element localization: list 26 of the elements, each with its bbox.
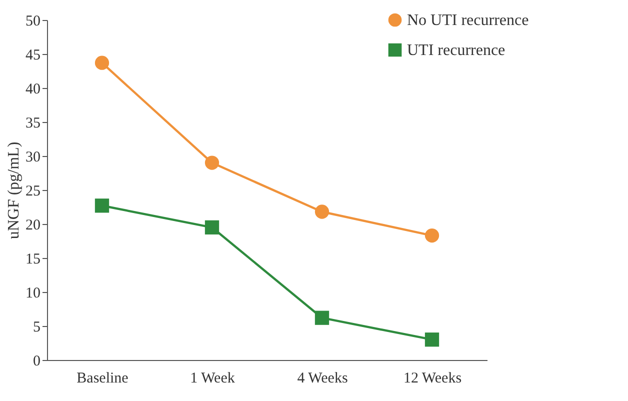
legend-label: UTI recurrence (407, 42, 506, 59)
point (424, 228, 440, 243)
point (424, 332, 440, 347)
y-tick-label: 25 (26, 184, 40, 200)
point (314, 310, 330, 325)
y-tick-label: 40 (26, 82, 40, 98)
y-tick-label: 0 (33, 354, 40, 370)
point (94, 198, 110, 213)
x-tick-label: 12 Weeks (403, 370, 462, 386)
y-axis-title: uNGF (pg/mL) (6, 142, 22, 240)
point (204, 220, 220, 234)
y-tick-label: 20 (26, 218, 40, 234)
y-tick-label: 35 (26, 116, 40, 132)
y-tick-label: 45 (26, 48, 40, 64)
x-tick-label: Baseline (76, 370, 129, 386)
y-tick-label: 15 (26, 252, 40, 268)
x-tick-label: 1 Week (190, 370, 236, 386)
point (314, 204, 330, 219)
y-tick-label: 30 (26, 150, 40, 166)
y-tick-label: 50 (26, 14, 40, 30)
y-tick-label: 10 (26, 286, 40, 302)
y-tick-label: 5 (33, 320, 40, 336)
point (204, 156, 220, 170)
point (94, 56, 110, 70)
x-tick-label: 4 Weeks (297, 370, 348, 386)
legend-label: No UTI recurrence (407, 12, 529, 29)
